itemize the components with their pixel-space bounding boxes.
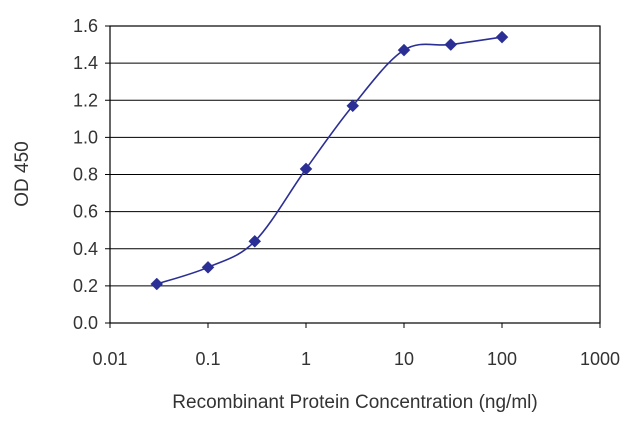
data-point-marker bbox=[397, 43, 411, 57]
data-point-marker bbox=[299, 162, 313, 176]
series-line bbox=[156, 36, 503, 285]
data-point-marker bbox=[150, 277, 164, 291]
series-layer bbox=[150, 30, 509, 291]
y-tick-label: 0.4 bbox=[73, 239, 98, 259]
grid-lines bbox=[110, 62, 600, 287]
y-tick-label: 1.0 bbox=[73, 127, 98, 147]
x-tick-label: 1000 bbox=[580, 349, 620, 369]
x-axis-label: Recombinant Protein Concentration (ng/ml… bbox=[172, 392, 537, 413]
x-tick-label: 0.1 bbox=[195, 349, 220, 369]
data-point-marker bbox=[495, 30, 509, 44]
x-tick-label: 10 bbox=[394, 349, 414, 369]
y-tick-label: 1.6 bbox=[73, 16, 98, 36]
x-tick-label: 1 bbox=[301, 349, 311, 369]
data-point-marker bbox=[248, 234, 262, 248]
y-tick-label: 1.2 bbox=[73, 90, 98, 110]
x-axis-ticks: 0.01 0.1 1 10 100 1000 bbox=[92, 323, 620, 369]
x-tick-label: 100 bbox=[487, 349, 517, 369]
y-tick-label: 0.8 bbox=[73, 165, 98, 185]
y-tick-label: 0.0 bbox=[73, 313, 98, 333]
data-point-marker bbox=[201, 260, 215, 274]
y-axis-ticks: 0.0 0.2 0.4 0.6 0.8 1.0 1.2 1.4 1.6 bbox=[73, 16, 110, 333]
data-point-marker bbox=[346, 99, 360, 113]
x-tick-label: 0.01 bbox=[92, 349, 127, 369]
y-tick-label: 1.4 bbox=[73, 53, 98, 73]
y-axis-label: OD 450 bbox=[12, 141, 33, 206]
y-tick-label: 0.6 bbox=[73, 202, 98, 222]
data-point-marker bbox=[444, 38, 458, 51]
y-tick-label: 0.2 bbox=[73, 276, 98, 296]
